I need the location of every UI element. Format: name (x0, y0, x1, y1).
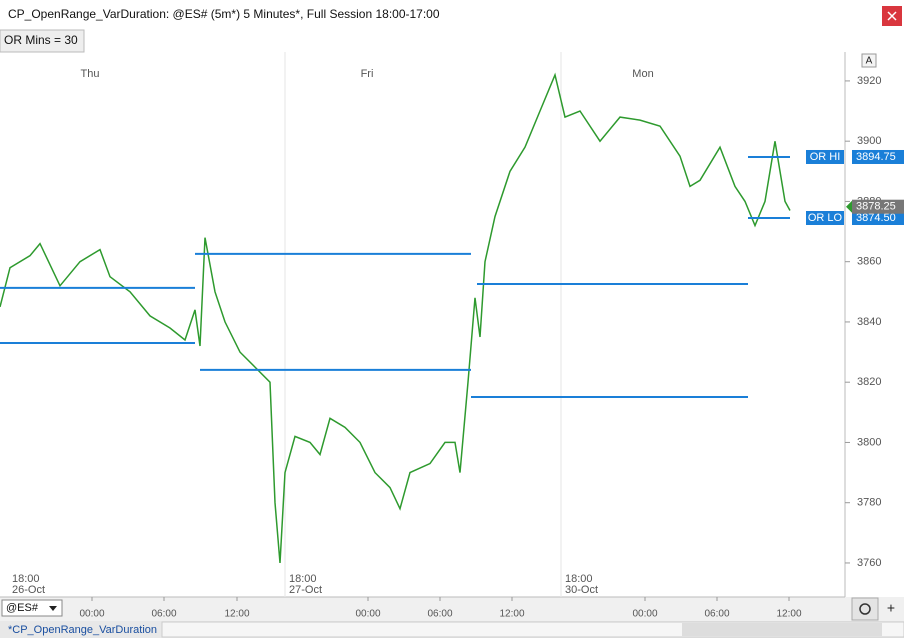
x-tick-label: 06:00 (704, 609, 729, 620)
y-tick-label: 3840 (857, 316, 881, 328)
day-label: Mon (632, 68, 653, 80)
scrollbar-thumb[interactable] (682, 623, 882, 636)
window-title: CP_OpenRange_VarDuration: @ES# (5m*) 5 M… (8, 7, 440, 21)
session-date: 27-Oct (289, 584, 322, 596)
or-label-box (806, 149, 844, 164)
y-tick-label: 3800 (857, 436, 881, 448)
session-time: 18:00 (565, 573, 593, 585)
title-bar (0, 0, 904, 30)
last-price-marker (846, 200, 852, 213)
x-tick-label: 00:00 (632, 609, 657, 620)
indicator-box[interactable] (0, 29, 85, 53)
y-tick-label: 3860 (857, 256, 881, 268)
session-time: 18:00 (289, 573, 317, 585)
close-icon (887, 11, 897, 21)
session-date: 30-Oct (565, 584, 598, 596)
autoscale-button[interactable] (861, 53, 877, 68)
or-price-box (852, 149, 904, 164)
x-tick-label: 12:00 (499, 609, 524, 620)
refresh-icon (859, 603, 871, 615)
session-date: 26-Oct (12, 584, 45, 596)
refresh-button[interactable] (851, 597, 879, 621)
last-price-box (852, 199, 904, 214)
or-label-box (806, 211, 844, 226)
x-tick-label: 12:00 (776, 609, 801, 620)
or-label: OR HI (810, 151, 841, 163)
y-tick-label: 3820 (857, 376, 881, 388)
x-tick-label: 06:00 (427, 609, 452, 620)
day-label: Fri (361, 68, 374, 80)
y-tick-label: 3900 (857, 135, 881, 147)
dropdown-arrow (49, 606, 57, 611)
symbol-label: @ES# (6, 602, 39, 614)
or-label: OR LO (808, 212, 843, 224)
add-button[interactable]: + (887, 600, 895, 616)
day-label: Thu (81, 68, 100, 80)
symbol-dropdown[interactable] (1, 599, 63, 617)
session-time: 18:00 (12, 573, 40, 585)
x-tick-label: 12:00 (224, 609, 249, 620)
x-tick-label: 00:00 (355, 609, 380, 620)
x-tick-label: 06:00 (151, 609, 176, 620)
last-price-label: 3878.25 (856, 201, 896, 213)
or-price-label: 3874.50 (856, 212, 896, 224)
autoscale-label: A (866, 56, 873, 67)
y-tick-label: 3760 (857, 557, 881, 569)
tab-label[interactable]: *CP_OpenRange_VarDuration (8, 624, 157, 636)
or-price-box (852, 211, 904, 226)
y-tick-label: 3780 (857, 497, 881, 509)
x-tick-label: 00:00 (79, 609, 104, 620)
indicator-label: OR Mins = 30 (4, 33, 78, 47)
y-tick-label: 3920 (857, 75, 881, 87)
or-price-label: 3894.75 (856, 151, 896, 163)
price-line (0, 72, 791, 564)
